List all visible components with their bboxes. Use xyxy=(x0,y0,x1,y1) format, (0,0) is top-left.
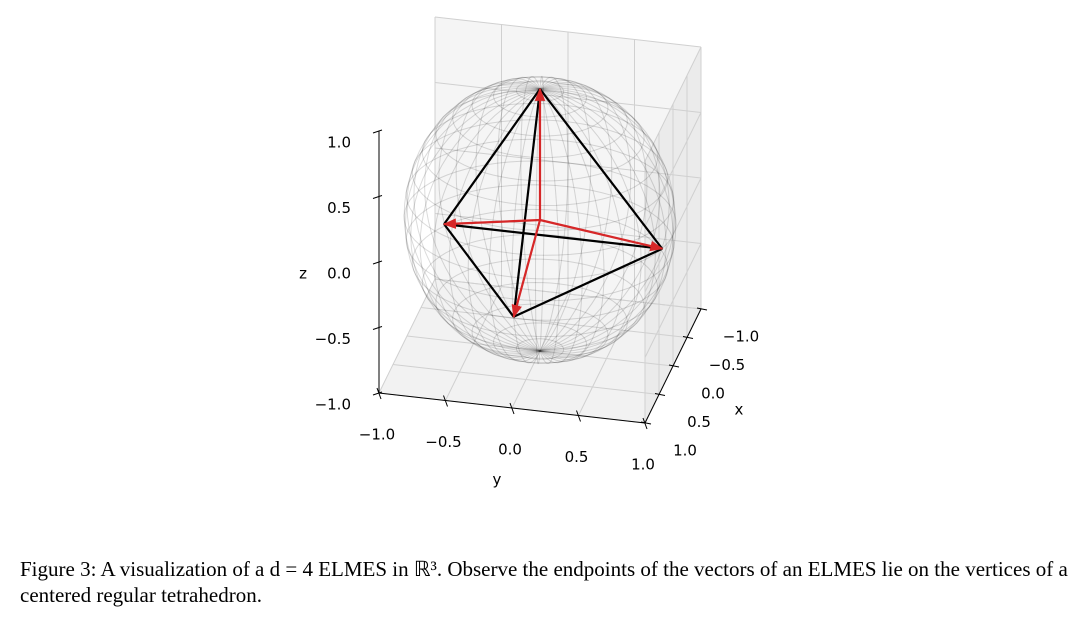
x-tick-label: 0.0 xyxy=(701,385,725,403)
z-tick xyxy=(372,326,383,330)
z-tick-label: 1.0 xyxy=(327,134,351,152)
grid-line xyxy=(511,293,569,409)
sphere-longitude xyxy=(424,84,656,356)
y-tick xyxy=(576,410,581,422)
sphere-longitude xyxy=(404,88,676,352)
sphere-longitude xyxy=(535,75,545,365)
sphere-longitude xyxy=(403,88,677,352)
tetra-edge xyxy=(443,88,541,225)
z-axis-label: z xyxy=(299,265,307,283)
sphere-longitude xyxy=(475,78,605,362)
sphere-latitude xyxy=(435,258,645,350)
sphere-longitude xyxy=(497,76,583,364)
sphere-latitude xyxy=(411,208,669,321)
x-tick xyxy=(682,336,694,339)
z-tick xyxy=(372,391,383,396)
sphere-latitude xyxy=(405,138,675,256)
y-tick xyxy=(509,402,515,415)
caption: Figure 3: A visualization of a d = 4 ELM… xyxy=(20,557,1068,607)
tetra-edge xyxy=(443,223,515,318)
z-tick-label: −0.5 xyxy=(315,330,351,348)
sphere-latitude xyxy=(493,322,587,364)
sphere-latitude xyxy=(405,184,675,302)
grid-line xyxy=(578,301,635,416)
z-tick-label: 0.0 xyxy=(327,265,351,283)
grid-line xyxy=(644,46,702,162)
sphere-longitude xyxy=(432,84,648,356)
sphere-latitude xyxy=(452,81,628,159)
y-tick xyxy=(642,417,648,430)
x-axis-label: x xyxy=(735,401,744,419)
sphere-longitude xyxy=(488,78,592,362)
x-tick-label: −0.5 xyxy=(709,356,745,374)
grid-line xyxy=(644,243,702,358)
y-axis-label: y xyxy=(493,471,502,489)
grid-line xyxy=(445,286,502,401)
sphere-longitude xyxy=(448,82,632,358)
sphere-latitude xyxy=(421,233,659,338)
z-tick xyxy=(372,260,383,265)
z-tick xyxy=(372,129,383,134)
vector xyxy=(539,218,664,252)
vector xyxy=(442,218,541,229)
sphere-longitude xyxy=(406,87,674,353)
y-tick-label: 0.0 xyxy=(498,441,522,459)
x-tick xyxy=(668,364,680,368)
tetra-edge xyxy=(443,223,663,250)
sphere-longitude xyxy=(455,79,625,361)
y-tick-label: 1.0 xyxy=(631,456,655,474)
x-tick xyxy=(696,307,708,311)
grid-line xyxy=(434,16,702,48)
y-tick-label: −1.0 xyxy=(359,426,395,444)
tetra-edge xyxy=(512,88,542,317)
grid-line xyxy=(434,147,702,179)
sphere-latitude xyxy=(515,80,565,102)
sphere-latitude xyxy=(493,76,587,118)
grid-line xyxy=(378,278,436,394)
x-tick-label: −1.0 xyxy=(723,328,759,346)
z-tick xyxy=(372,195,383,199)
y-tick-label: 0.5 xyxy=(565,448,589,466)
vector xyxy=(511,219,542,319)
figure: −1.0 −0.5 0.0 0.5 1.0 −1.0 −0.5 0.0 0.5 1.0 −1.0 −0… xyxy=(299,16,759,489)
sphere-longitude xyxy=(520,75,560,365)
sphere-longitude xyxy=(419,86,661,354)
sphere-latitude xyxy=(515,338,565,360)
sphere-latitude xyxy=(471,76,609,137)
sphere-longitude xyxy=(410,87,670,353)
y-tick xyxy=(376,387,382,400)
sphere-longitude xyxy=(413,86,667,354)
sphere-longitude xyxy=(511,76,569,364)
grid-line xyxy=(434,278,702,310)
sphere-longitude xyxy=(438,82,642,358)
grid-line xyxy=(434,82,702,113)
sphere-latitude xyxy=(452,281,628,359)
z-tick-label: 0.5 xyxy=(327,199,351,217)
sphere-latitude xyxy=(421,102,659,207)
sphere-longitude xyxy=(467,79,613,361)
x-tick-label: 1.0 xyxy=(673,442,697,460)
grid-line xyxy=(644,112,702,227)
tetra-edge xyxy=(513,247,663,318)
grid-line xyxy=(434,213,702,244)
tetra-edge xyxy=(539,88,664,250)
y-tick-label: −0.5 xyxy=(425,433,461,451)
y-tick xyxy=(443,395,448,407)
x-tick xyxy=(640,421,652,425)
z-tick-label: −1.0 xyxy=(315,396,351,414)
sphere-latitude xyxy=(435,90,645,182)
sphere-latitude xyxy=(403,160,677,280)
grid-line xyxy=(644,177,702,293)
sphere-latitude xyxy=(471,303,609,364)
x-tick-label: 0.5 xyxy=(687,413,711,431)
x-tick xyxy=(654,393,666,396)
